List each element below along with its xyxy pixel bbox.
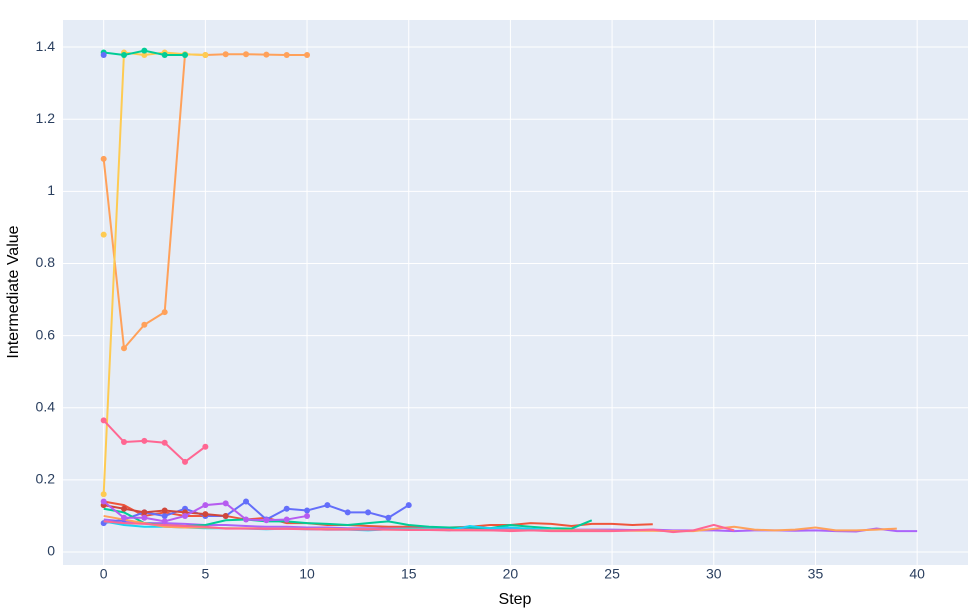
series-line (103, 520, 735, 534)
point (202, 443, 209, 450)
x-tick-label: 0 (100, 566, 108, 582)
x-tick-label: 20 (503, 566, 519, 582)
point (243, 51, 250, 58)
y-tick-label: 1.4 (36, 38, 56, 54)
point (304, 512, 311, 519)
point (141, 509, 148, 516)
point (100, 417, 107, 424)
point (141, 437, 148, 444)
point (243, 516, 250, 523)
y-tick-label: 0.6 (36, 326, 56, 342)
x-tick-label: 5 (201, 566, 209, 582)
point (304, 51, 311, 58)
y-tick-label: 0 (47, 543, 55, 559)
point (182, 458, 189, 465)
point (100, 231, 107, 238)
point (121, 345, 128, 352)
point (222, 512, 229, 519)
point (263, 517, 270, 524)
point (283, 505, 290, 512)
point (121, 514, 128, 521)
point (141, 51, 148, 58)
point (202, 511, 209, 518)
point (121, 439, 128, 446)
point (283, 516, 290, 523)
series-line (102, 419, 206, 464)
point (100, 498, 107, 505)
point (365, 509, 372, 516)
x-axis-title: Step (499, 591, 532, 608)
point (202, 502, 209, 509)
point (344, 509, 351, 516)
point (222, 51, 229, 58)
point (182, 512, 189, 519)
point (161, 309, 168, 316)
point (405, 502, 412, 509)
point (243, 498, 250, 505)
point (141, 514, 148, 521)
point (324, 502, 331, 509)
y-tick-label: 1.2 (36, 110, 56, 126)
plot-area (63, 20, 968, 565)
point (161, 507, 168, 514)
y-tick-label: 0.4 (36, 398, 56, 414)
point (283, 51, 290, 58)
point (161, 518, 168, 525)
point (161, 51, 168, 58)
point (161, 512, 168, 519)
x-tick-label: 10 (299, 566, 315, 582)
series-line (103, 500, 653, 529)
point (182, 51, 189, 58)
point (161, 439, 168, 446)
y-tick-label: 0.8 (36, 254, 56, 270)
x-tick-label: 40 (909, 566, 925, 582)
point (100, 491, 107, 498)
y-tick-label: 0.2 (36, 471, 56, 487)
x-tick-label: 35 (808, 566, 824, 582)
y-axis-title: Intermediate Value (5, 225, 22, 358)
point (141, 47, 148, 54)
point (141, 321, 148, 328)
point (304, 507, 311, 514)
series-line (103, 500, 410, 525)
x-tick-label: 25 (604, 566, 620, 582)
point (202, 51, 209, 58)
point (263, 51, 270, 58)
point (121, 505, 128, 512)
point (385, 514, 392, 521)
y-tick-label: 1 (47, 182, 55, 198)
x-tick-label: 15 (401, 566, 417, 582)
point (100, 51, 107, 58)
point (121, 51, 128, 58)
x-tick-label: 30 (706, 566, 722, 582)
point (222, 500, 229, 507)
point (100, 155, 107, 162)
